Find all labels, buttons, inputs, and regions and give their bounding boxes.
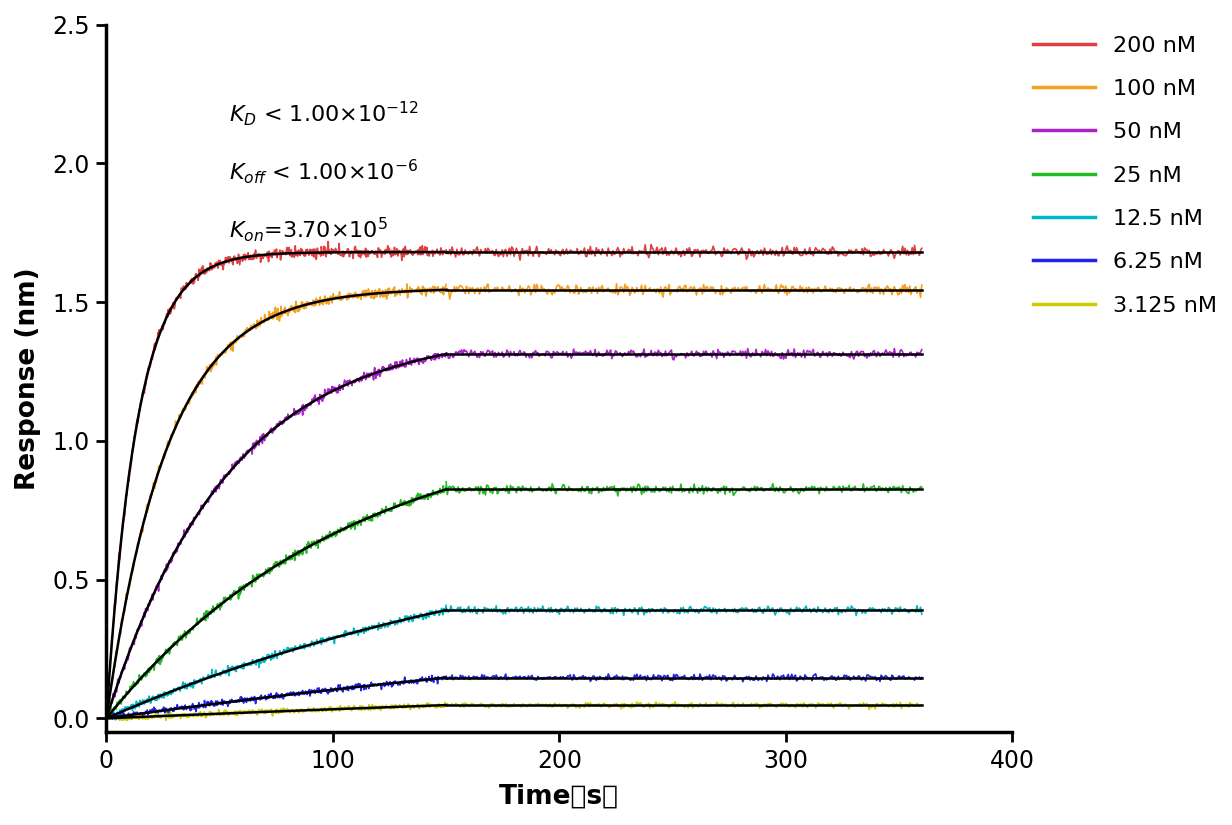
X-axis label: Time（s）: Time（s） [499, 784, 620, 810]
Text: $K_{on}$=3.70×10$^{5}$: $K_{on}$=3.70×10$^{5}$ [229, 214, 388, 243]
Y-axis label: Response (nm): Response (nm) [15, 267, 41, 490]
Text: $K_{off}$ < 1.00×10$^{-6}$: $K_{off}$ < 1.00×10$^{-6}$ [229, 157, 418, 186]
Legend: 200 nM, 100 nM, 50 nM, 25 nM, 12.5 nM, 6.25 nM, 3.125 nM: 200 nM, 100 nM, 50 nM, 25 nM, 12.5 nM, 6… [1032, 35, 1216, 316]
Text: $K_D$ < 1.00×10$^{-12}$: $K_D$ < 1.00×10$^{-12}$ [229, 99, 419, 128]
